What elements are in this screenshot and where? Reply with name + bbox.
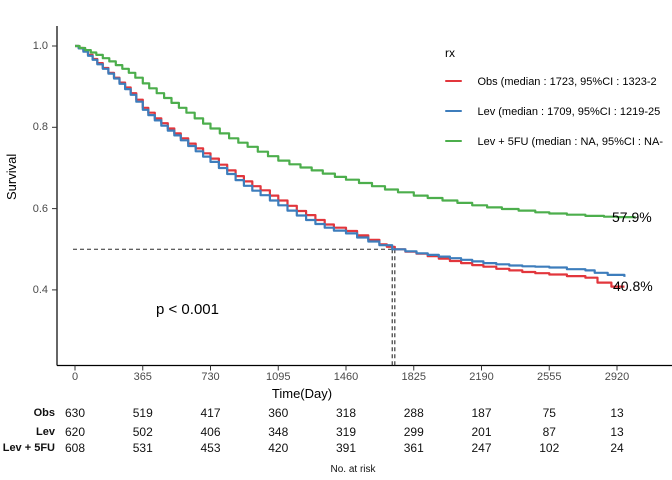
- risk-count: 288: [403, 406, 424, 420]
- legend-entry-lev5fu: Lev + 5FU (median : NA, 95%CI : NA-: [445, 132, 663, 150]
- risk-count: 620: [64, 425, 86, 439]
- risk-count: 201: [471, 425, 492, 439]
- km-curve-lev: [75, 44, 626, 277]
- obs-line-key-icon: [445, 79, 462, 82]
- risk-count: 360: [268, 406, 289, 420]
- legend-title: rx: [445, 46, 455, 60]
- survival-pct-label-obs: 40.8%: [613, 278, 653, 294]
- y-axis-title: Survival: [4, 153, 19, 200]
- risk-count: 502: [132, 425, 153, 439]
- risk-count: 102: [539, 441, 560, 455]
- risk-count: 319: [335, 425, 357, 439]
- risk-count: 420: [268, 441, 289, 455]
- risk-table-caption: No. at risk: [330, 464, 376, 475]
- y-tick-label: 0.4: [32, 283, 48, 296]
- risk-count: 391: [335, 441, 357, 455]
- plot-legend: rx Obs (median : 1723, 95%CI : 1323-2 Le…: [445, 46, 663, 150]
- lev-5fu-line-key-icon: [445, 139, 462, 142]
- x-tick-label: 2190: [469, 371, 494, 383]
- risk-count: 13: [610, 406, 624, 420]
- risk-count: 531: [132, 441, 153, 455]
- risk-count: 519: [132, 406, 153, 420]
- risk-count: 348: [268, 425, 289, 439]
- risk-row-label-obs: Obs: [33, 407, 55, 419]
- risk-count: 453: [200, 441, 221, 455]
- risk-count: 13: [610, 425, 624, 439]
- x-tick-label: 730: [201, 371, 220, 383]
- x-tick-label: 1095: [266, 371, 291, 383]
- risk-count: 187: [471, 406, 492, 420]
- risk-count: 630: [64, 406, 86, 420]
- risk-count: 75: [542, 406, 556, 420]
- x-tick-label: 2920: [604, 371, 630, 383]
- risk-count: 318: [335, 406, 357, 420]
- risk-count: 247: [471, 441, 492, 455]
- risk-count: 299: [403, 425, 424, 439]
- risk-count: 608: [64, 441, 86, 455]
- risk-count: 24: [610, 441, 624, 455]
- risk-count: 87: [542, 425, 556, 439]
- lev-line-key-icon: [445, 109, 462, 112]
- legend-entry-label: Lev + 5FU (median : NA, 95%CI : NA-: [477, 136, 663, 148]
- risk-row-label-lev5fu: Lev + 5FU: [2, 442, 55, 454]
- legend-entry-label: Lev (median : 1709, 95%CI : 1219-25: [477, 106, 661, 118]
- risk-row-label-lev: Lev: [36, 426, 55, 438]
- x-tick-label: 365: [133, 371, 152, 383]
- x-tick-label: 2555: [537, 371, 562, 383]
- legend-entry-obs: Obs (median : 1723, 95%CI : 1323-2: [445, 72, 663, 90]
- legend-entry-label: Obs (median : 1723, 95%CI : 1323-2: [477, 76, 657, 88]
- x-tick-label: 1825: [401, 371, 426, 383]
- y-tick-label: 1.0: [32, 40, 48, 52]
- legend-entry-lev: Lev (median : 1709, 95%CI : 1219-25: [445, 102, 663, 120]
- y-tick-label: 0.6: [32, 202, 48, 215]
- risk-count: 417: [200, 406, 221, 420]
- risk-count: 361: [403, 441, 424, 455]
- x-tick-label: 0: [71, 371, 79, 383]
- x-tick-label: 1460: [333, 371, 359, 383]
- x-axis-title: Time(Day): [271, 386, 333, 401]
- risk-count: 406: [200, 425, 221, 439]
- y-tick-label: 0.8: [32, 121, 48, 134]
- survival-pct-label-lev5fu: 57.9%: [612, 209, 652, 225]
- logrank-p-value: p < 0.001: [156, 301, 219, 318]
- km-curve-lev-5fu: [75, 44, 636, 219]
